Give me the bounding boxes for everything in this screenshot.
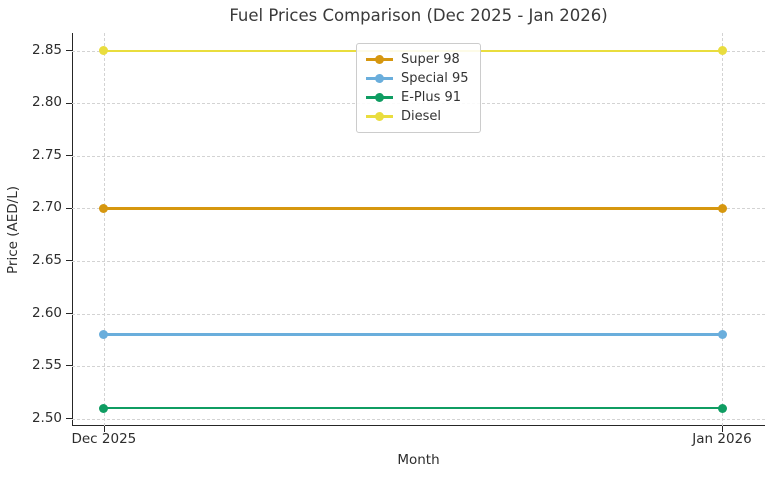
x-axis-label: Month [397, 452, 440, 468]
y-tick-label: 2.50 [31, 409, 62, 426]
data-point-marker [99, 403, 109, 413]
y-tick-mark [66, 102, 72, 104]
grid-line-horizontal [72, 155, 765, 157]
series-line-e-plus-91 [103, 406, 723, 410]
y-tick-mark [66, 50, 72, 52]
legend-item-diesel: Diesel [366, 107, 469, 126]
y-tick-label: 2.75 [31, 146, 62, 163]
grid-line-horizontal [72, 261, 765, 263]
data-point-marker [99, 203, 109, 213]
x-tick-label: Dec 2025 [71, 431, 137, 447]
y-tick-label: 2.85 [31, 41, 62, 58]
y-tick-mark [66, 365, 72, 367]
x-tick-mark [722, 426, 724, 432]
y-tick-label: 2.65 [31, 252, 62, 269]
grid-line-horizontal [72, 418, 765, 420]
legend-label: Special 95 [401, 71, 469, 86]
series-line-special-95 [103, 333, 723, 336]
legend-swatch [366, 112, 393, 121]
y-tick-mark [66, 155, 72, 157]
grid-line-vertical [103, 33, 105, 426]
legend-swatch [366, 74, 393, 83]
y-axis-label: Price (AED/L) [5, 186, 21, 274]
chart-title: Fuel Prices Comparison (Dec 2025 - Jan 2… [229, 6, 608, 25]
x-tick-label: Jan 2026 [692, 431, 752, 447]
grid-line-horizontal [72, 366, 765, 368]
legend-item-e-plus-91: E-Plus 91 [366, 88, 469, 107]
y-tick-label: 2.60 [31, 304, 62, 321]
y-tick-mark [66, 207, 72, 209]
legend-item-super-98: Super 98 [366, 50, 469, 69]
series-line-super-98 [103, 207, 723, 210]
x-tick-mark [103, 426, 105, 432]
legend-label: E-Plus 91 [401, 90, 462, 105]
data-point-marker [99, 46, 109, 56]
data-point-marker [717, 330, 727, 340]
y-tick-mark [66, 312, 72, 314]
legend-swatch [366, 55, 393, 64]
y-tick-mark [66, 260, 72, 262]
y-tick-label: 2.70 [31, 199, 62, 216]
legend-label: Super 98 [401, 52, 460, 67]
data-point-marker [99, 330, 109, 340]
y-tick-label: 2.80 [31, 94, 62, 111]
data-point-marker [717, 403, 727, 413]
grid-line-horizontal [72, 313, 765, 315]
data-point-marker [717, 46, 727, 56]
y-tick-mark [66, 417, 72, 419]
legend-item-special-95: Special 95 [366, 69, 469, 88]
legend: Super 98 Special 95 E-Plus 91 Diesel [356, 43, 481, 133]
grid-line-vertical [722, 33, 724, 426]
plot-area [72, 33, 765, 426]
legend-label: Diesel [401, 109, 442, 124]
legend-swatch [366, 93, 393, 102]
y-tick-label: 2.55 [31, 357, 62, 374]
data-point-marker [717, 203, 727, 213]
